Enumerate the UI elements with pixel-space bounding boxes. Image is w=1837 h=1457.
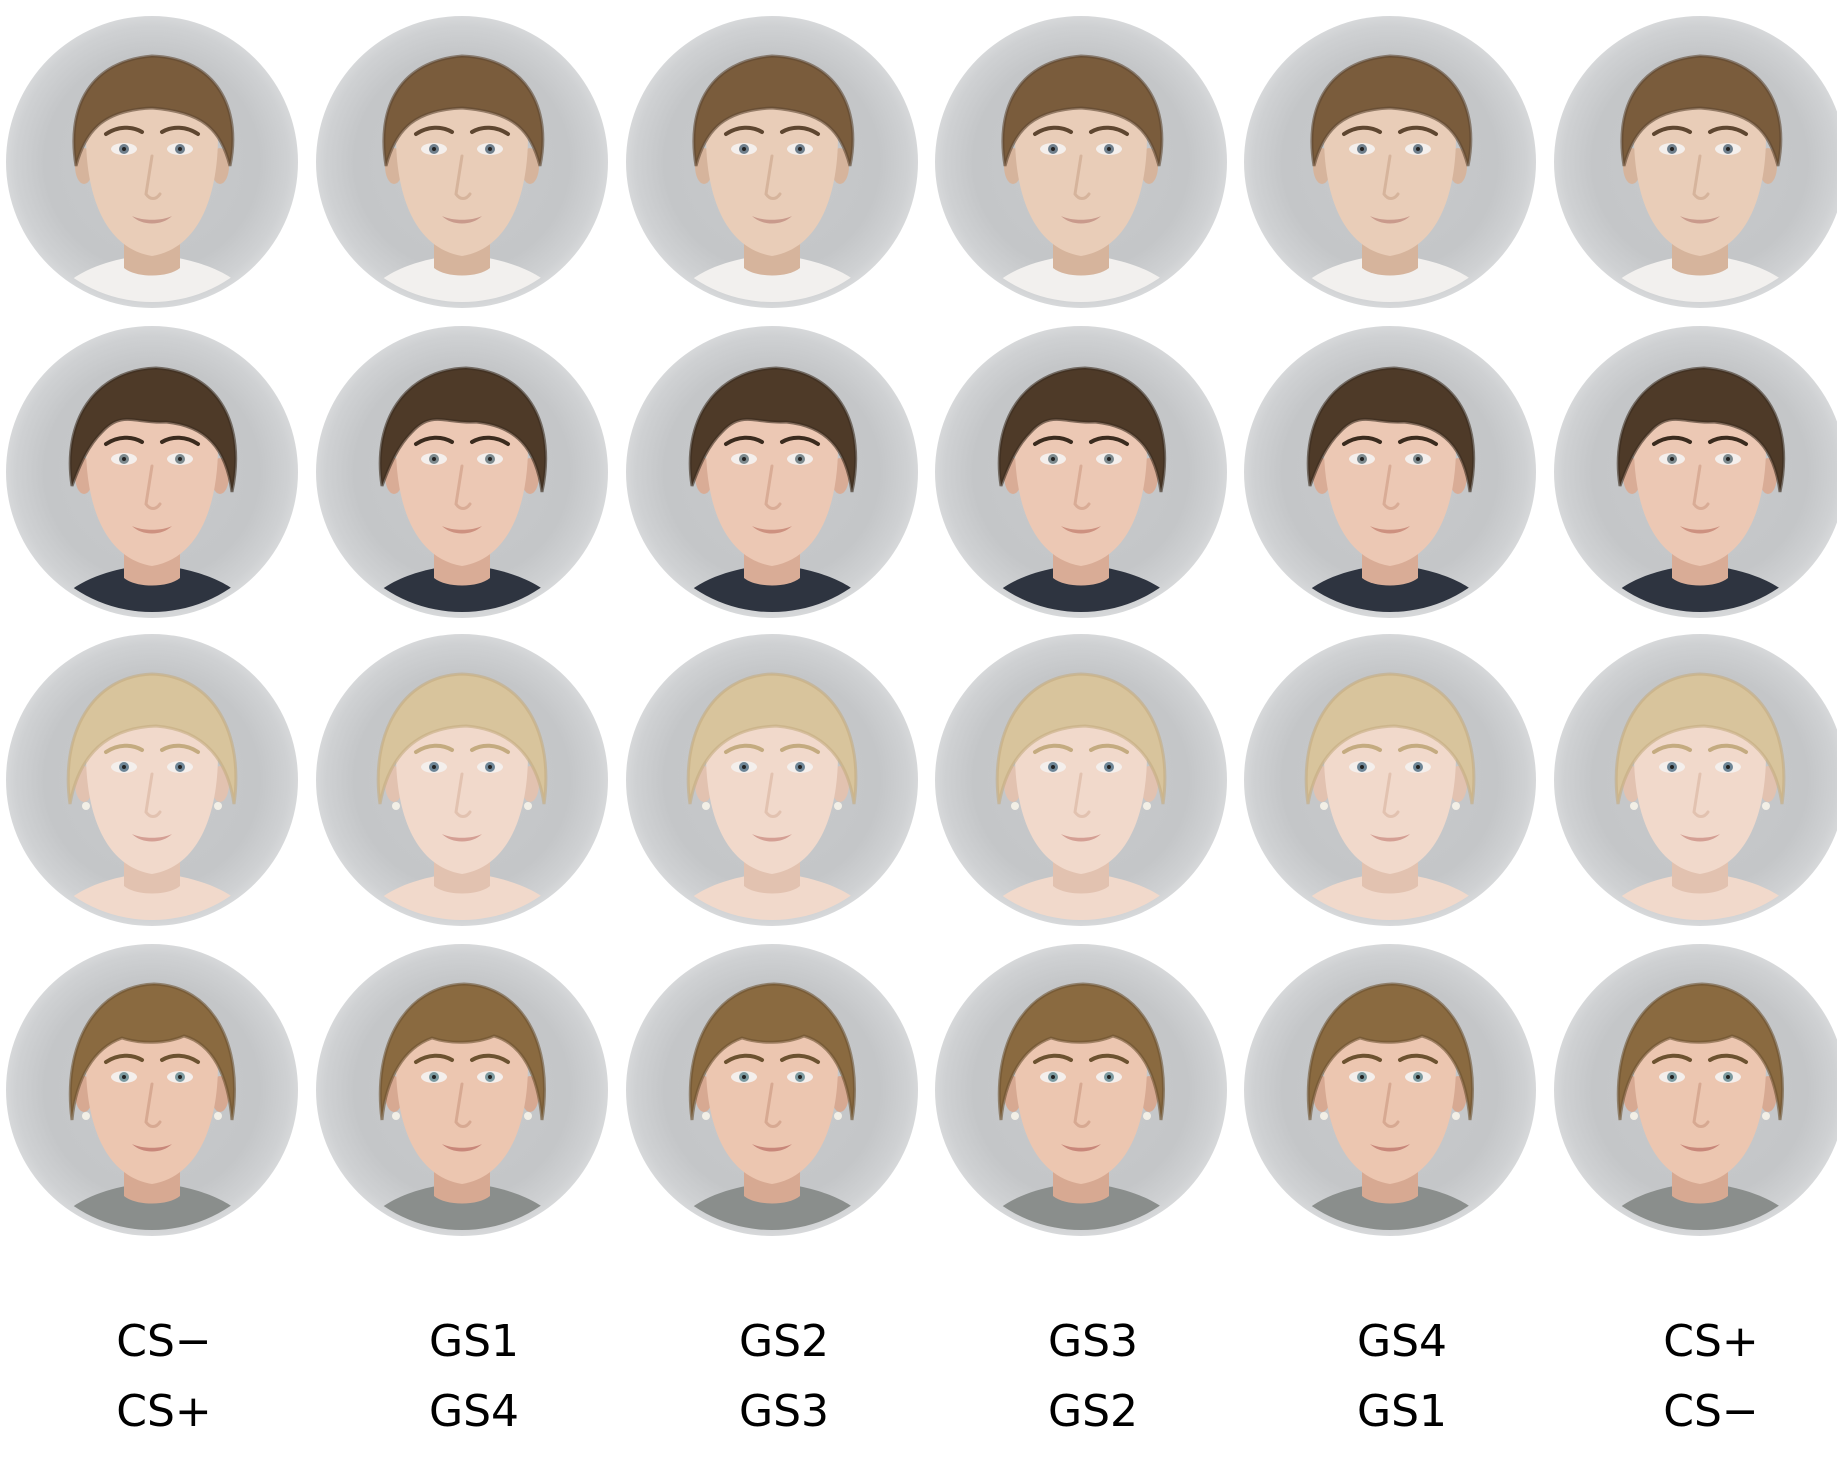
face-portrait: [6, 944, 298, 1236]
label-bottom: CS−: [1663, 1386, 1759, 1437]
face-portrait: [1244, 634, 1536, 926]
label-top: CS+: [1663, 1316, 1759, 1367]
label-bottom: GS1: [1356, 1386, 1448, 1437]
label-top: GS2: [738, 1316, 830, 1367]
face-illustration: [356, 982, 570, 1230]
face-illustration: [46, 54, 260, 302]
face-illustration: [666, 672, 880, 920]
face-illustration: [356, 672, 570, 920]
label-column-1: CS− CS+: [64, 1307, 264, 1447]
face-portrait: [316, 326, 608, 618]
face-illustration: [356, 366, 570, 612]
face-illustration: [1594, 982, 1808, 1230]
label-top: CS−: [116, 1316, 212, 1367]
face-portrait: [1554, 634, 1837, 926]
face-portrait: [6, 634, 298, 926]
face-portrait: [935, 944, 1227, 1236]
face-portrait: [1554, 16, 1837, 308]
face-illustration: [975, 54, 1189, 302]
face-illustration: [975, 366, 1189, 612]
label-bottom: GS3: [738, 1386, 830, 1437]
label-column-2: GS1 GS4: [374, 1307, 574, 1447]
face-illustration: [975, 982, 1189, 1230]
label-column-3: GS2 GS3: [684, 1307, 884, 1447]
face-illustration: [666, 54, 880, 302]
face-illustration: [1594, 54, 1808, 302]
face-illustration: [1594, 366, 1808, 612]
face-portrait: [6, 326, 298, 618]
face-portrait: [316, 634, 608, 926]
face-illustration: [46, 982, 260, 1230]
face-portrait: [626, 944, 918, 1236]
label-column-6: CS+ CS−: [1611, 1307, 1811, 1447]
face-portrait: [626, 634, 918, 926]
face-portrait: [935, 326, 1227, 618]
face-portrait: [935, 634, 1227, 926]
face-illustration: [666, 366, 880, 612]
face-illustration: [1594, 672, 1808, 920]
face-portrait: [1554, 944, 1837, 1236]
face-portrait: [1554, 326, 1837, 618]
face-portrait: [6, 16, 298, 308]
label-bottom: GS4: [428, 1386, 520, 1437]
label-bottom: GS2: [1047, 1386, 1139, 1437]
label-bottom: CS+: [116, 1386, 212, 1437]
face-portrait: [935, 16, 1227, 308]
label-top: GS3: [1047, 1316, 1139, 1367]
label-top: GS4: [1356, 1316, 1448, 1367]
face-illustration: [356, 54, 570, 302]
face-portrait: [1244, 944, 1536, 1236]
label-column-4: GS3 GS2: [993, 1307, 1193, 1447]
face-illustration: [1284, 54, 1498, 302]
face-portrait: [626, 16, 918, 308]
face-illustration: [1284, 982, 1498, 1230]
face-illustration: [666, 982, 880, 1230]
face-portrait: [316, 944, 608, 1236]
face-portrait: [1244, 326, 1536, 618]
face-illustration: [1284, 366, 1498, 612]
face-portrait: [626, 326, 918, 618]
face-portrait: [316, 16, 608, 308]
label-top: GS1: [428, 1316, 520, 1367]
face-illustration: [975, 672, 1189, 920]
face-illustration: [46, 672, 260, 920]
face-illustration: [1284, 672, 1498, 920]
face-illustration: [46, 366, 260, 612]
face-portrait: [1244, 16, 1536, 308]
label-column-5: GS4 GS1: [1302, 1307, 1502, 1447]
